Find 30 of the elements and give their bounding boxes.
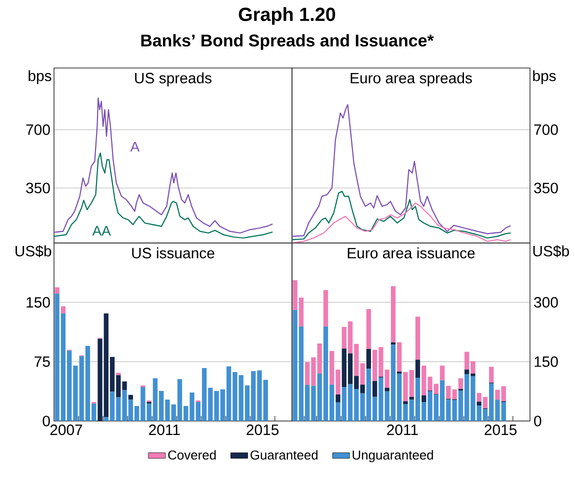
y-axis-title: bps bbox=[533, 70, 556, 84]
series-label: A bbox=[130, 142, 140, 152]
x-tick-label: 2011 bbox=[387, 424, 418, 436]
y-tick-label: 0 bbox=[42, 416, 50, 426]
caption: Graph 1.20 bbox=[238, 7, 336, 25]
y-tick-label: 75 bbox=[34, 356, 50, 367]
chart-title: Euro area issuance bbox=[348, 247, 475, 258]
x-tick-label: 2015 bbox=[484, 424, 517, 436]
text: Banks’ Bond Spreads and Issuance* bbox=[141, 34, 434, 50]
legend-label: Unguaranteed bbox=[352, 450, 433, 462]
y-tick-label: 150 bbox=[534, 356, 558, 367]
y-axis-title: bps bbox=[28, 70, 52, 84]
legend-label: Covered bbox=[168, 450, 216, 460]
y-tick-label: 700 bbox=[26, 124, 50, 135]
x-tick-label: 2011 bbox=[149, 424, 180, 436]
series-label: AA bbox=[92, 226, 111, 236]
y-axis-title: US$b bbox=[533, 245, 569, 258]
x-tick-label: 2015 bbox=[246, 424, 279, 436]
chart-title: Euro area spreads bbox=[350, 72, 472, 86]
y-tick-label: 150 bbox=[26, 297, 50, 308]
y-tick-label: 350 bbox=[26, 182, 50, 194]
y-tick-label: 700 bbox=[534, 124, 558, 135]
chart-title: US spreads bbox=[135, 72, 212, 86]
x-tick-label: 2007 bbox=[50, 424, 82, 436]
y-tick-label: 350 bbox=[534, 182, 558, 194]
legend-label: Guaranteed bbox=[250, 450, 318, 460]
y-tick-label: 300 bbox=[534, 297, 558, 308]
y-tick-label: 0 bbox=[534, 416, 542, 426]
y-axis-title: US$b bbox=[16, 245, 52, 258]
chart-title: US issuance bbox=[132, 247, 214, 258]
